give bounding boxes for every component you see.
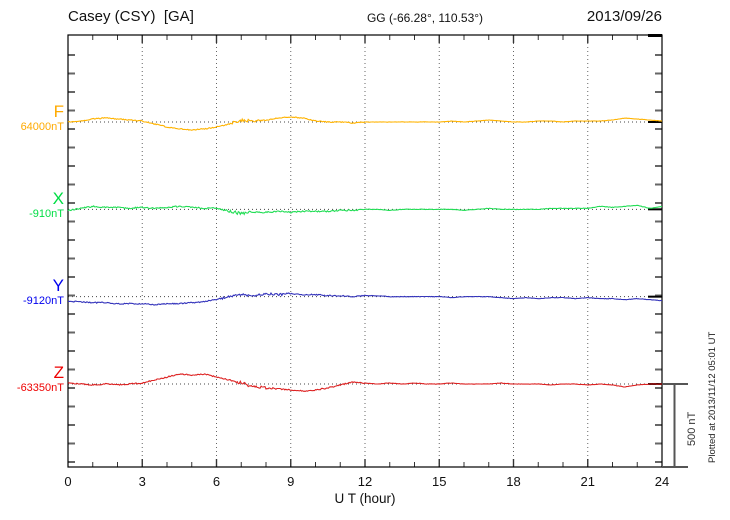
x-tick-label-9: 9	[287, 474, 295, 489]
x-tick-label-15: 15	[432, 474, 447, 489]
x-tick-label-18: 18	[506, 474, 521, 489]
x-tick-label-0: 0	[64, 474, 72, 489]
plot-frame	[67, 34, 663, 468]
trace-f	[67, 116, 663, 131]
trace-label-z: Z -63350nT	[17, 364, 64, 395]
plotted-at-timestamp: Plotted at 2013/11/12 05:01 UT	[707, 331, 718, 463]
baseline-value-y: -9120nT	[23, 295, 64, 307]
trace-label-x: X -910nT	[29, 190, 64, 221]
station-title: Casey (CSY) [GA]	[68, 8, 194, 25]
plot-date: 2013/09/26	[586, 8, 662, 25]
baseline-value-f: 64000nT	[20, 121, 64, 133]
baseline-value-z: -63350nT	[16, 382, 64, 394]
x-tick-label-21: 21	[580, 474, 595, 489]
x-tick-label-6: 6	[212, 474, 221, 489]
component-letter-f: F	[53, 102, 64, 121]
baseline-value-x: -910nT	[29, 208, 64, 220]
x-tick-label-12: 12	[357, 474, 373, 489]
trace-y	[67, 291, 663, 306]
trace-z	[67, 373, 663, 392]
x-tick-label-24: 24	[654, 474, 670, 489]
component-letter-z: Z	[53, 363, 64, 382]
component-letter-x: X	[52, 189, 64, 208]
trace-x	[67, 204, 663, 216]
component-letter-y: Y	[52, 276, 64, 295]
geographic-coordinates: GG (-66.28°, 110.53°)	[366, 11, 484, 25]
trace-label-f: F 64000nT	[21, 103, 64, 134]
x-axis-title: U T (hour)	[334, 491, 396, 506]
scale-bar-label: 500 nT	[686, 411, 698, 446]
trace-label-y: Y -9120nT	[23, 277, 64, 308]
x-tick-label-3: 3	[138, 474, 146, 489]
